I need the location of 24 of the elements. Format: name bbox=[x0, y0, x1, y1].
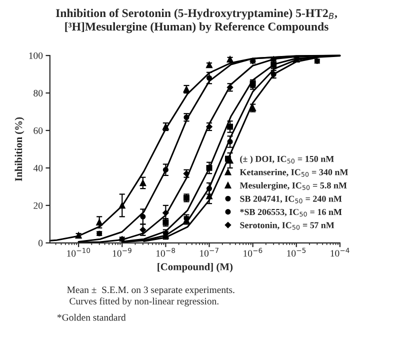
legend-label: Serotonin, IC$_{50}$ = 57 nM bbox=[240, 222, 334, 230]
y-tick-label: 20 bbox=[34, 202, 43, 209]
x-tick-label: 10$^{−9}$ bbox=[112, 248, 132, 257]
x-axis-title: [Compound] (M) bbox=[158, 262, 233, 272]
y-tick-label: 100 bbox=[29, 52, 43, 59]
legend-label: SB 204741, IC$_{50}$ = 240 nM bbox=[240, 196, 342, 204]
chart-title: Inhibition of Serotonin (5-Hydroxytryptamine) 5-HT2$_{B}$, [³H]Mesulergine (Human) by Reference Compounds bbox=[56, 8, 337, 34]
text: Mean ± S.E.M. on 3 separate experiments. Curves fitted by non-linear regression. bbox=[67, 286, 234, 306]
x-tick-label: 10$^{−4}$ bbox=[330, 248, 350, 257]
x-tick-label: 10$^{−8}$ bbox=[156, 248, 176, 257]
y-tick-label: 80 bbox=[34, 90, 43, 96]
x-tick-label: 10$^{−10}$ bbox=[67, 248, 90, 257]
legend-label: (± ) DOI, IC$_{50}$ = 150 nM bbox=[240, 156, 334, 164]
legend-label: Ketanserine, IC$_{50}$ = 340 nM bbox=[240, 168, 348, 177]
x-tick-label: 10$^{−5}$ bbox=[287, 248, 306, 257]
legend-label: *SB 206553, IC$_{50}$ = 16 nM bbox=[240, 208, 342, 217]
y-axis-title: Inhibition (%) bbox=[14, 117, 24, 182]
text: *Golden standard bbox=[57, 314, 126, 321]
legend-label: Mesulergine, IC$_{50}$ = 5.8 nM bbox=[240, 182, 347, 190]
x-tick-label: 10$^{−7}$ bbox=[200, 248, 218, 257]
y-tick-label: 40 bbox=[33, 164, 43, 172]
y-tick-label: 0 bbox=[38, 240, 43, 246]
x-tick-label: 10$^{−6}$ bbox=[244, 248, 262, 257]
y-tick-label: 60 bbox=[34, 127, 43, 134]
